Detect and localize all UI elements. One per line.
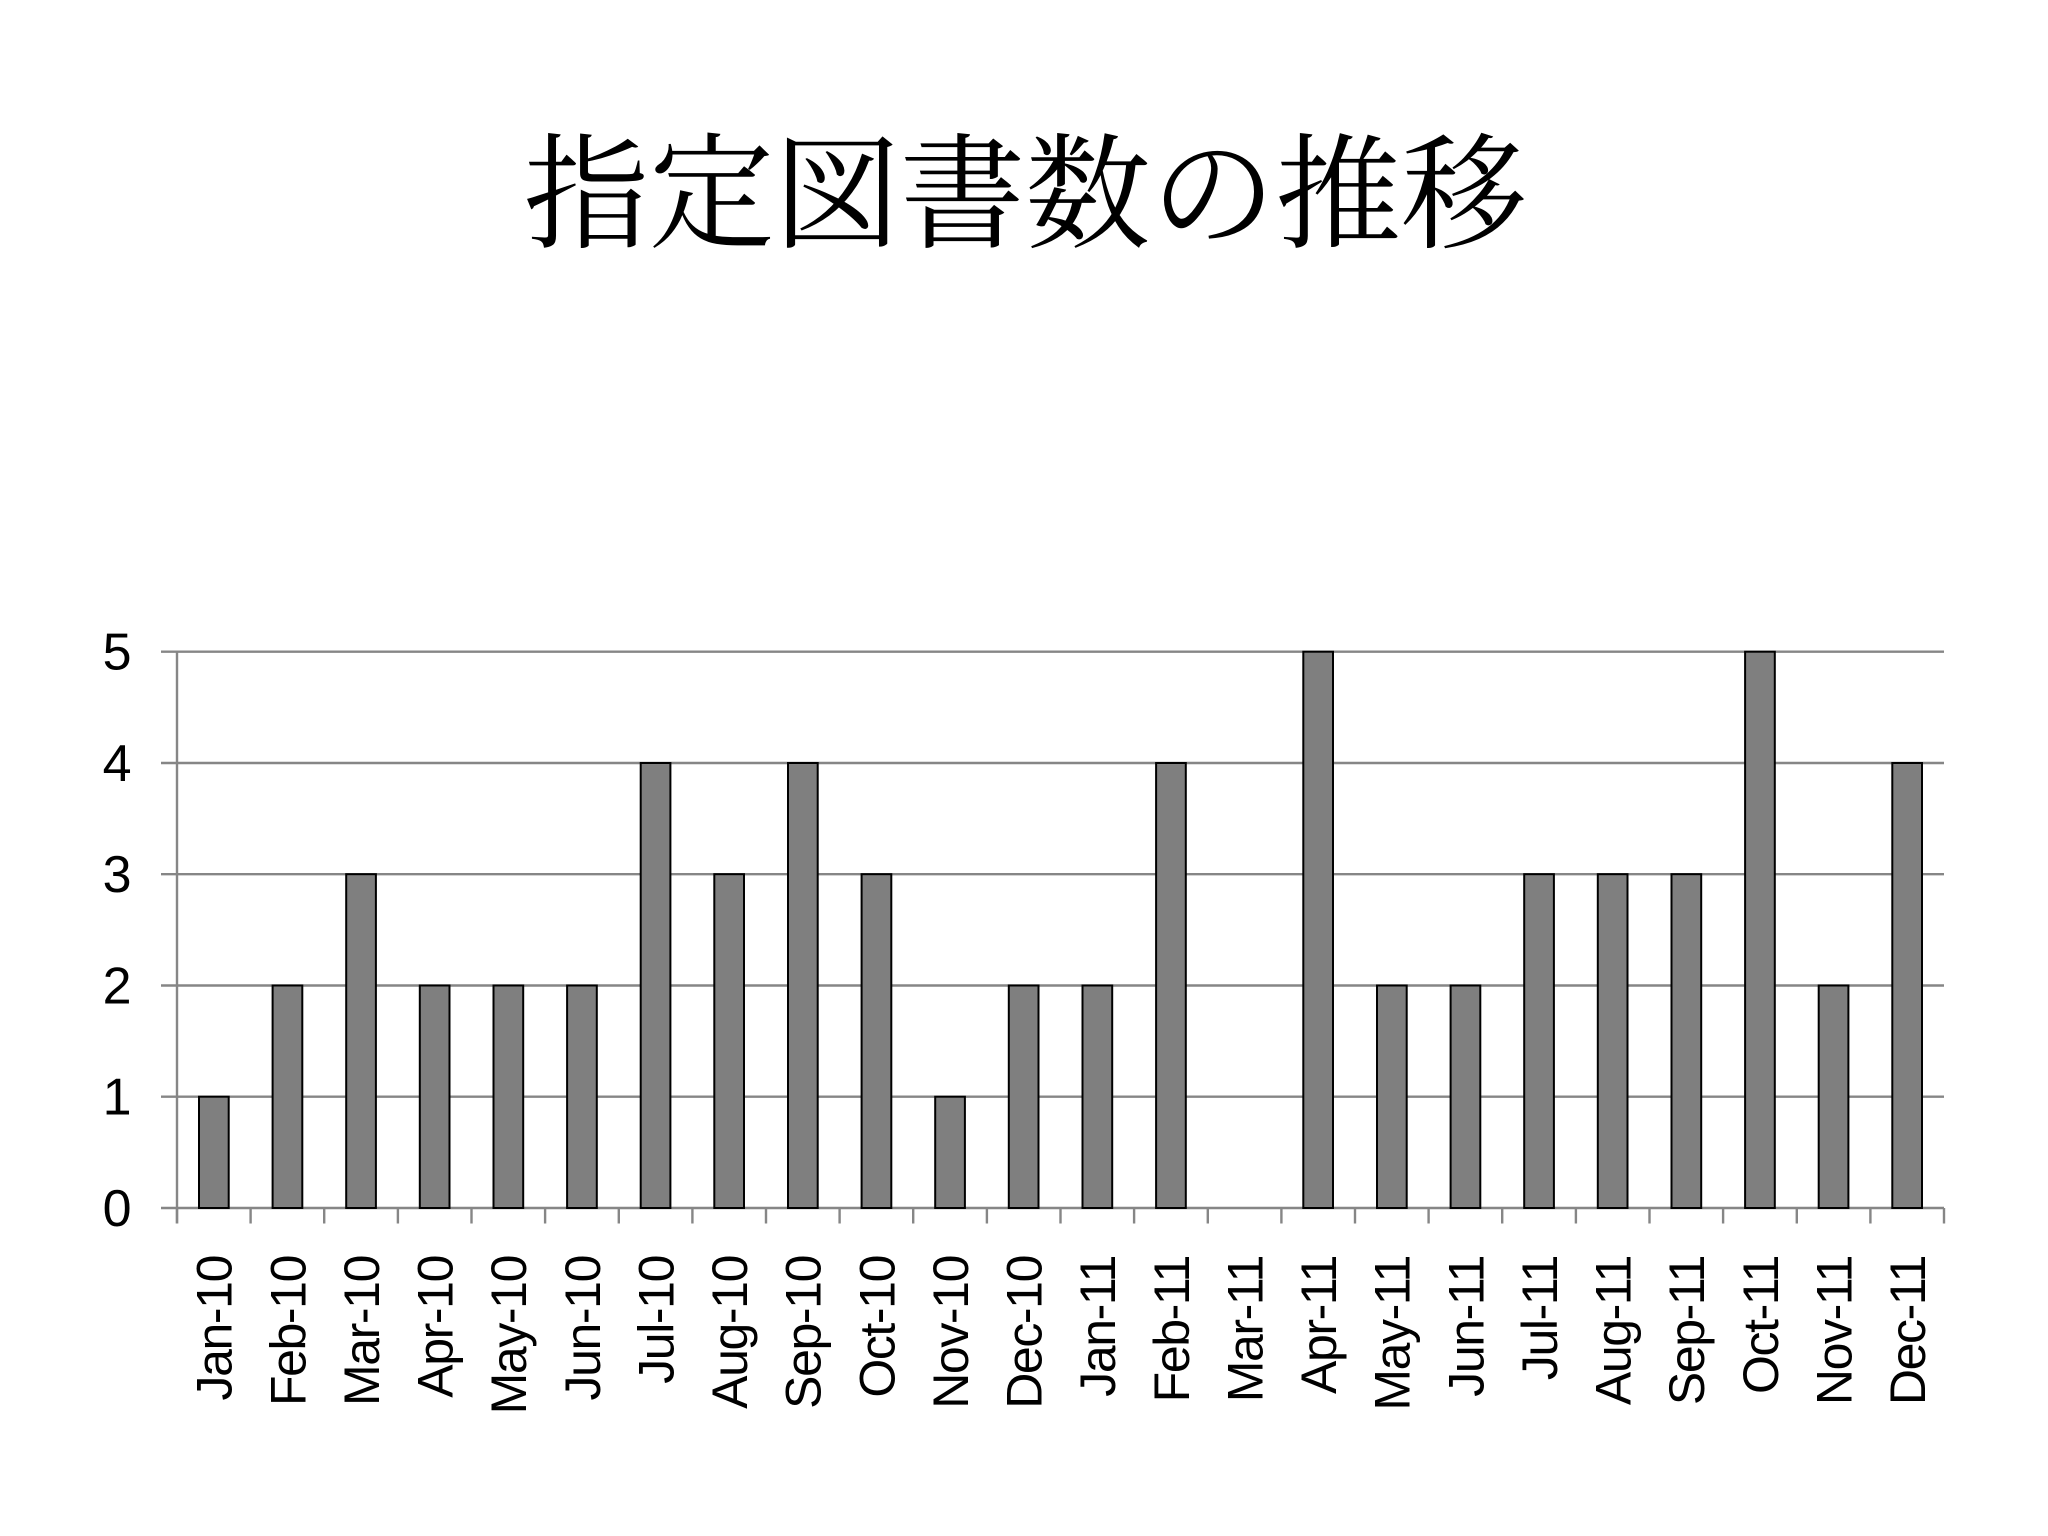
svg-text:Aug-11: Aug-11 xyxy=(1586,1256,1642,1405)
svg-text:Nov-11: Nov-11 xyxy=(1807,1256,1863,1405)
svg-text:Oct-11: Oct-11 xyxy=(1733,1256,1789,1394)
svg-text:3: 3 xyxy=(103,846,132,904)
svg-text:Jul-10: Jul-10 xyxy=(629,1256,685,1384)
svg-text:Jan-11: Jan-11 xyxy=(1070,1256,1126,1397)
svg-text:0: 0 xyxy=(103,1180,132,1238)
svg-text:Dec-11: Dec-11 xyxy=(1880,1256,1936,1405)
svg-text:May-10: May-10 xyxy=(481,1256,537,1414)
svg-text:Apr-11: Apr-11 xyxy=(1291,1256,1347,1394)
svg-text:Apr-10: Apr-10 xyxy=(408,1256,464,1398)
svg-text:Jan-10: Jan-10 xyxy=(187,1256,243,1400)
svg-text:Feb-10: Feb-10 xyxy=(260,1256,316,1406)
svg-text:Nov-10: Nov-10 xyxy=(923,1256,979,1409)
svg-text:1: 1 xyxy=(103,1069,132,1127)
svg-text:Jun-10: Jun-10 xyxy=(555,1256,611,1400)
svg-text:Aug-10: Aug-10 xyxy=(702,1256,758,1409)
svg-text:Sep-11: Sep-11 xyxy=(1659,1256,1715,1405)
svg-text:4: 4 xyxy=(103,735,132,793)
svg-text:Jul-11: Jul-11 xyxy=(1512,1256,1568,1380)
svg-text:Mar-11: Mar-11 xyxy=(1218,1256,1274,1402)
svg-text:May-11: May-11 xyxy=(1365,1256,1421,1411)
svg-text:5: 5 xyxy=(103,624,132,682)
svg-text:Feb-11: Feb-11 xyxy=(1144,1256,1200,1402)
svg-text:Dec-10: Dec-10 xyxy=(997,1256,1053,1409)
svg-text:2: 2 xyxy=(103,957,132,1015)
svg-text:Jun-11: Jun-11 xyxy=(1438,1256,1494,1397)
svg-text:Mar-10: Mar-10 xyxy=(334,1256,390,1406)
svg-text:Sep-10: Sep-10 xyxy=(776,1256,832,1409)
svg-text:Oct-10: Oct-10 xyxy=(849,1256,905,1398)
